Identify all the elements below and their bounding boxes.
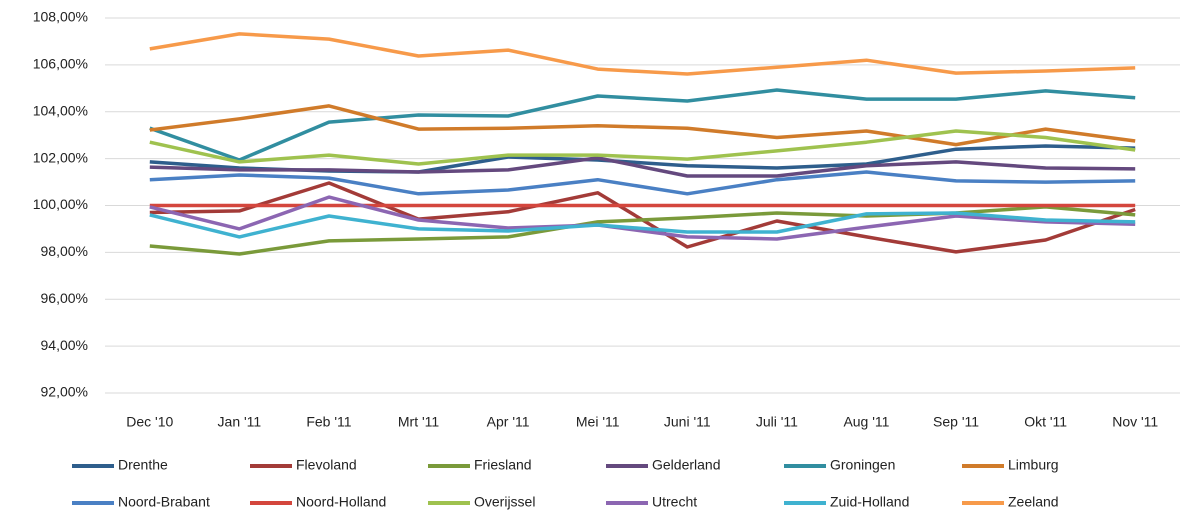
series-line xyxy=(149,170,1136,196)
x-tick-label: Nov '11 xyxy=(1112,414,1158,430)
x-tick-label: Sep '11 xyxy=(933,414,979,430)
x-tick-label: Mrt '11 xyxy=(398,414,440,430)
legend-label: Zeeland xyxy=(1008,494,1059,510)
legend-label: Groningen xyxy=(830,457,895,473)
series-line xyxy=(149,205,1136,256)
legend-label: Noord-Brabant xyxy=(118,494,210,510)
x-tick-label: Mei '11 xyxy=(576,414,620,430)
y-tick-label: 102,00% xyxy=(33,149,88,165)
legend-label: Drenthe xyxy=(118,457,168,473)
x-tick-label: Feb '11 xyxy=(306,414,351,430)
y-tick-label: 92,00% xyxy=(41,384,88,400)
y-tick-label: 106,00% xyxy=(33,56,88,72)
legend-label: Gelderland xyxy=(652,457,721,473)
y-tick-label: 98,00% xyxy=(41,243,88,259)
legend-label: Zuid-Holland xyxy=(830,494,909,510)
y-tick-label: 104,00% xyxy=(33,102,88,118)
series-line xyxy=(149,88,1136,162)
series-line xyxy=(149,32,1136,76)
series-line xyxy=(149,195,1136,241)
x-tick-label: Jan '11 xyxy=(218,414,262,430)
x-tick-label: Juni '11 xyxy=(664,414,711,430)
y-tick-label: 100,00% xyxy=(33,196,88,212)
legend-label: Limburg xyxy=(1008,457,1059,473)
legend-label: Noord-Holland xyxy=(296,494,386,510)
series-line xyxy=(149,211,1136,239)
x-tick-label: Aug '11 xyxy=(843,414,889,430)
x-tick-label: Apr '11 xyxy=(487,414,530,430)
series-line xyxy=(149,104,1136,147)
legend-label: Friesland xyxy=(474,457,532,473)
legend-label: Utrecht xyxy=(652,494,697,510)
y-tick-label: 94,00% xyxy=(41,337,88,353)
legend-label: Flevoland xyxy=(296,457,357,473)
x-tick-label: Dec '10 xyxy=(126,414,173,430)
x-tick-label: Juli '11 xyxy=(756,414,798,430)
legend-label: Overijssel xyxy=(474,494,535,510)
x-tick-label: Okt '11 xyxy=(1024,414,1067,430)
series-line xyxy=(149,156,1136,178)
y-tick-label: 96,00% xyxy=(41,290,88,306)
y-tick-label: 108,00% xyxy=(33,9,88,25)
series-line xyxy=(149,129,1136,166)
